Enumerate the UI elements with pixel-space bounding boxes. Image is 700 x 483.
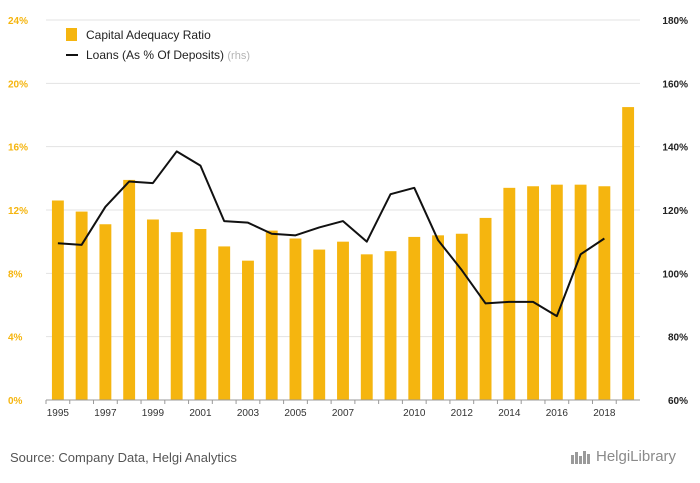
y-left-tick-label: 8% bbox=[8, 269, 23, 280]
y-right-tick-label: 140% bbox=[662, 143, 688, 154]
bar bbox=[313, 249, 326, 400]
source-note: Source: Company Data, Helgi Analytics bbox=[10, 450, 237, 465]
bar bbox=[479, 217, 492, 400]
bar bbox=[170, 232, 183, 400]
y-right-tick-label: 120% bbox=[662, 206, 688, 217]
bar bbox=[527, 186, 540, 400]
bar bbox=[550, 184, 563, 400]
x-tick-label: 2010 bbox=[403, 408, 426, 419]
x-tick-label: 2005 bbox=[284, 408, 307, 419]
legend-swatch-bar bbox=[66, 28, 77, 41]
x-tick-label: 2018 bbox=[593, 408, 616, 419]
x-tick-label: 1997 bbox=[94, 408, 117, 419]
bar bbox=[75, 211, 88, 400]
bar bbox=[432, 235, 444, 400]
bar bbox=[455, 233, 468, 400]
bar bbox=[51, 200, 64, 400]
loans-line bbox=[57, 150, 605, 318]
y-right-tick-label: 160% bbox=[662, 79, 688, 90]
bar bbox=[242, 260, 254, 400]
helgi-library-logo: HelgiLibrary bbox=[570, 448, 676, 465]
bar bbox=[574, 184, 587, 400]
legend-label-line: Loans (As % Of Deposits) (rhs) bbox=[86, 48, 250, 62]
bar bbox=[408, 236, 421, 400]
y-left-tick-label: 12% bbox=[8, 206, 28, 217]
bar bbox=[146, 219, 159, 400]
y-left-tick-label: 20% bbox=[8, 79, 28, 90]
bar bbox=[218, 246, 231, 400]
bar bbox=[622, 107, 635, 400]
bar bbox=[99, 224, 112, 400]
bar bbox=[194, 229, 207, 400]
x-tick-label: 1995 bbox=[47, 408, 70, 419]
x-tick-label: 2007 bbox=[332, 408, 355, 419]
x-tick-label: 2003 bbox=[237, 408, 260, 419]
y-left-tick-label: 16% bbox=[8, 143, 28, 154]
bar bbox=[265, 230, 278, 400]
bar bbox=[123, 179, 136, 400]
x-tick-label: 2016 bbox=[546, 408, 569, 419]
bar bbox=[337, 241, 349, 400]
library-icon bbox=[571, 450, 590, 464]
y-left-tick-label: 24% bbox=[8, 16, 28, 27]
y-left-tick-label: 0% bbox=[8, 396, 23, 407]
legend-rhs-suffix: (rhs) bbox=[227, 50, 250, 62]
bar bbox=[598, 186, 611, 400]
y-right-tick-label: 180% bbox=[662, 16, 688, 27]
x-tick-label: 2012 bbox=[451, 408, 474, 419]
x-tick-label: 2014 bbox=[498, 408, 521, 419]
x-tick-label: 1999 bbox=[142, 408, 165, 419]
legend-label-bar: Capital Adequacy Ratio bbox=[86, 28, 211, 42]
x-tick-label: 2001 bbox=[189, 408, 212, 419]
bar bbox=[289, 238, 302, 400]
y-right-tick-label: 100% bbox=[662, 269, 688, 280]
bar bbox=[384, 251, 397, 400]
y-right-tick-label: 80% bbox=[668, 333, 688, 344]
bar bbox=[503, 187, 516, 400]
chart-svg: 0% 60% 4% 80% 8% 100% 12% 120% 16% 140% 20% 160% 24%… bbox=[8, 16, 688, 419]
logo-text: HelgiLibrary bbox=[596, 448, 677, 465]
bar bbox=[360, 254, 373, 400]
y-left-tick-label: 4% bbox=[8, 333, 23, 344]
y-right-tick-label: 60% bbox=[668, 396, 688, 407]
